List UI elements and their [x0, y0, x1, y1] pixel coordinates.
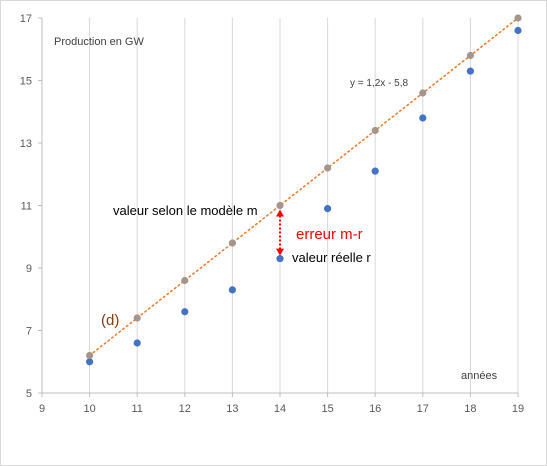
model-point-10 [86, 351, 94, 360]
observed-point-17 [419, 114, 427, 122]
data-points [86, 14, 522, 366]
y-tick-label-9: 9 [26, 263, 32, 275]
model-point-17 [419, 89, 427, 97]
x-tick-labels: 9 10 11 12 13 14 15 16 17 18 19 [39, 403, 524, 415]
model-point-12 [181, 276, 189, 285]
x-tick-label-9: 9 [39, 403, 45, 415]
x-tick-label-12: 12 [179, 403, 191, 415]
error-arrow-head-down [276, 248, 284, 256]
y-tick-label-5: 5 [26, 388, 32, 400]
model-point-11 [133, 314, 141, 322]
y-tick-label-11: 11 [21, 201, 32, 213]
x-tick-label-13: 13 [226, 403, 238, 415]
observed-point-18 [466, 67, 474, 75]
observed-point-10 [86, 358, 94, 366]
x-tick-label-16: 16 [369, 403, 381, 415]
x-tick-label-19: 19 [512, 403, 524, 415]
x-tick-label-15: 15 [321, 403, 333, 415]
real-value-label: valeur réelle r [292, 250, 371, 265]
y-tick-labels: 5 7 9 11 13 15 17 [20, 13, 32, 400]
observed-point-12 [181, 308, 189, 316]
model-point-19 [514, 14, 522, 22]
error-arrow [276, 209, 284, 256]
gridlines [89, 18, 519, 393]
x-tick-label-18: 18 [464, 403, 476, 415]
y-axis-title: Production en GW [54, 36, 144, 48]
observed-point-14 [276, 255, 284, 263]
model-point-14 [276, 201, 284, 210]
error-label: erreur m-r [296, 226, 363, 243]
observed-point-11 [133, 339, 141, 347]
x-tick-label-10: 10 [83, 403, 95, 415]
observed-point-19 [514, 26, 522, 35]
model-value-label: valeur selon le modèle m [113, 203, 258, 218]
y-tick-label-7: 7 [26, 326, 32, 338]
y-tick-label-13: 13 [20, 138, 32, 150]
x-tick-label-17: 17 [417, 403, 429, 415]
x-axis-title: années [461, 370, 498, 382]
x-tick-label-14: 14 [274, 403, 286, 415]
x-tick-label-11: 11 [131, 403, 142, 415]
observed-point-16 [371, 167, 379, 175]
error-arrow-head-up [276, 209, 284, 217]
observed-point-15 [324, 205, 332, 213]
y-tick-label-17: 17 [20, 13, 32, 25]
axes [38, 17, 519, 397]
model-point-13 [228, 239, 236, 247]
line-label-d: (d) [101, 312, 119, 329]
model-point-15 [324, 164, 332, 172]
observed-point-13 [228, 286, 236, 294]
trendline [88, 17, 519, 357]
model-point-18 [466, 51, 474, 60]
y-tick-label-15: 15 [20, 76, 32, 88]
model-point-16 [371, 126, 379, 135]
trendline-equation: y = 1,2x - 5,8 [350, 78, 409, 89]
